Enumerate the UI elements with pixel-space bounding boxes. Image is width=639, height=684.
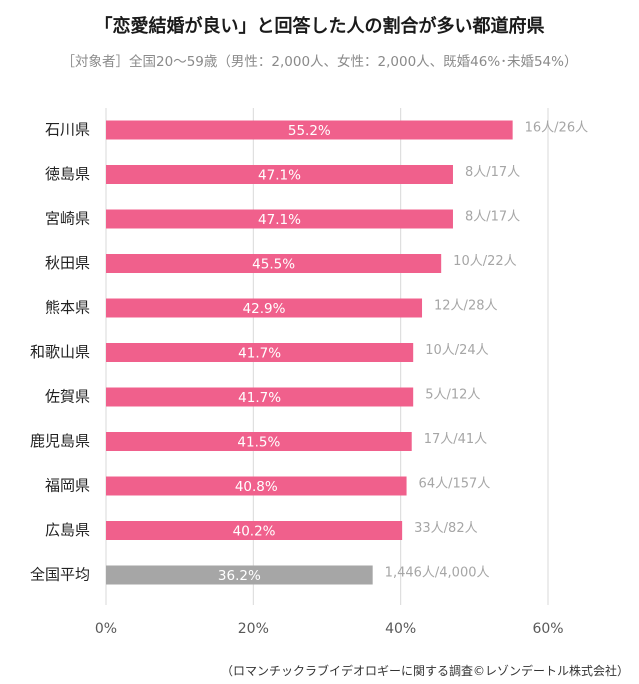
count-label: 12人/28人 [434, 299, 497, 314]
x-tick-label: 40% [385, 621, 416, 637]
x-tick-label: 60% [532, 621, 563, 637]
bar-value-label: 36.2% [218, 568, 261, 584]
category-label: 広島県 [45, 521, 90, 539]
category-label: 熊本県 [45, 299, 90, 317]
category-label: 徳島県 [45, 165, 90, 183]
bar-value-label: 41.7% [238, 390, 281, 406]
bar [106, 387, 414, 407]
count-label: 16人/26人 [525, 121, 588, 136]
bar [106, 476, 407, 496]
bar-value-label: 47.1% [258, 168, 301, 184]
bar [106, 432, 412, 451]
bar [106, 521, 403, 540]
bars [106, 120, 513, 585]
category-label: 石川県 [45, 121, 90, 139]
bar-value-label: 41.5% [237, 435, 280, 451]
bar-value-label: 47.1% [258, 212, 301, 228]
count-label: 5人/12人 [425, 388, 480, 403]
bar [106, 209, 453, 229]
count-label: 10人/22人 [453, 254, 516, 269]
category-label: 鹿児島県 [30, 432, 90, 450]
bar-value-label: 40.2% [233, 524, 276, 540]
average-bar [106, 565, 373, 585]
bar-value-label: 45.5% [252, 257, 295, 273]
count-label: 8人/17人 [465, 210, 520, 225]
category-label: 佐賀県 [45, 388, 90, 406]
bar-value-label: 41.7% [238, 346, 281, 362]
bar-value-label: 55.2% [288, 123, 331, 139]
category-label: 全国平均 [30, 566, 90, 584]
bar [106, 120, 513, 140]
count-label: 10人/24人 [425, 343, 488, 358]
category-label: 秋田県 [45, 254, 90, 272]
x-tick-label: 20% [238, 621, 269, 637]
bar [106, 343, 414, 362]
count-label: 64人/157人 [419, 477, 491, 492]
source-note: （ロマンチックラブイデオロギーに関する調査©レゾンデートル株式会社） [220, 664, 629, 678]
bar-value-label: 42.9% [243, 301, 286, 317]
bar-value-label: 40.8% [235, 479, 278, 495]
category-label: 宮崎県 [45, 210, 90, 228]
bar [106, 165, 453, 184]
count-label: 1,446人/4,000人 [385, 566, 490, 581]
chart-subtitle: ［対象者］全国20～59歳（男性：2,000人、女性：2,000人、既婚46%･… [61, 54, 578, 70]
category-label: 和歌山県 [30, 343, 90, 361]
count-label: 8人/17人 [465, 165, 520, 180]
bar [106, 254, 442, 273]
bar [106, 298, 423, 318]
count-label: 33人/82人 [414, 521, 477, 536]
count-label: 17人/41人 [424, 432, 487, 447]
x-tick-label: 0% [95, 621, 117, 637]
category-label: 福岡県 [45, 477, 90, 495]
chart-title: 「恋愛結婚が良い」と回答した人の割合が多い都道府県 [94, 16, 545, 37]
